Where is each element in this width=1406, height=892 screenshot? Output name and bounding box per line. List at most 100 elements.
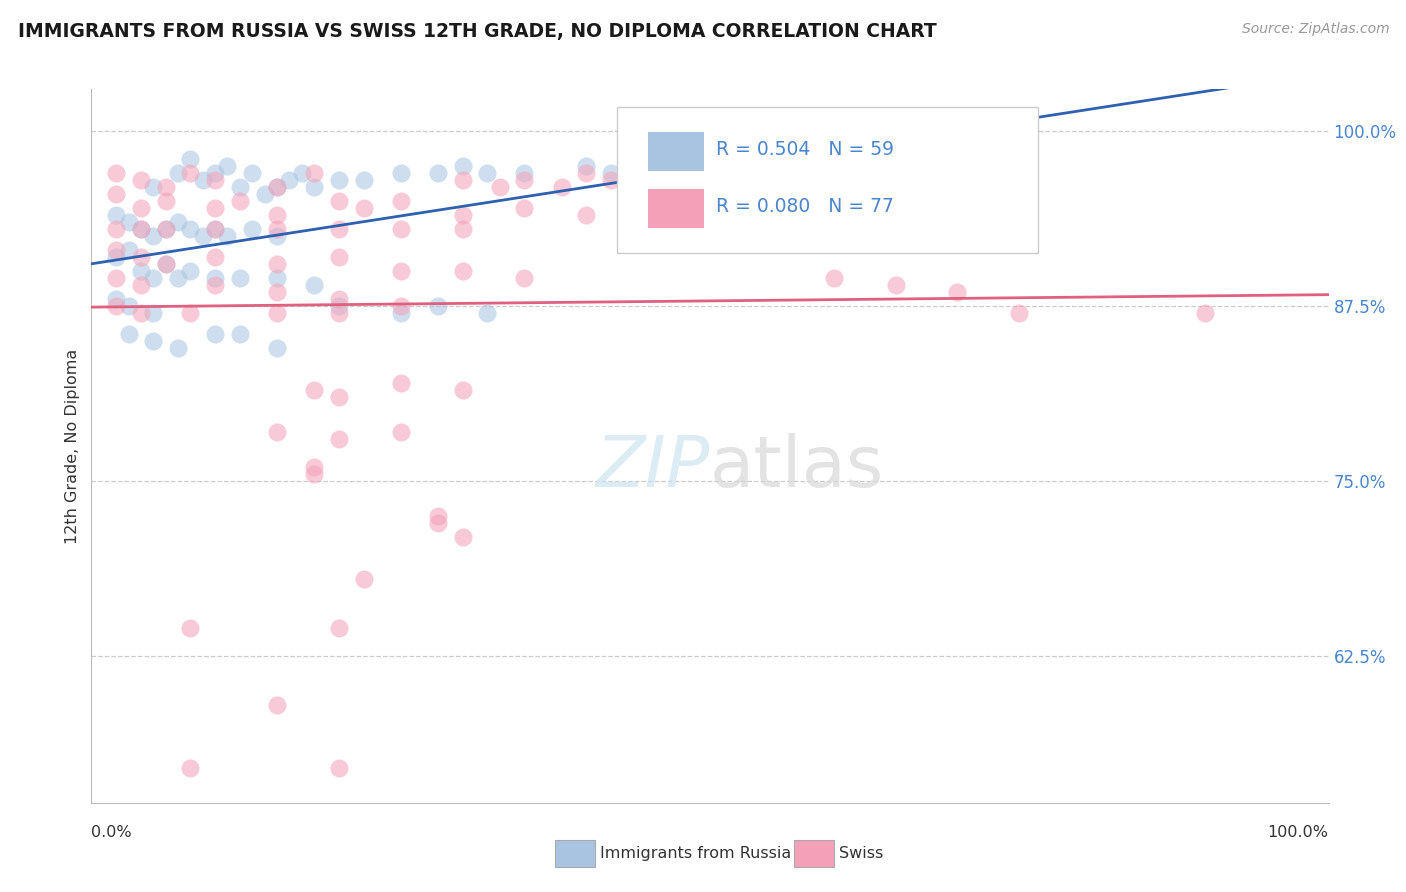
Point	[550, 180, 572, 194]
Point	[302, 180, 325, 194]
Point	[179, 621, 201, 635]
Point	[477, 166, 499, 180]
Point	[451, 173, 474, 187]
Point	[117, 299, 139, 313]
Text: Source: ZipAtlas.com: Source: ZipAtlas.com	[1241, 22, 1389, 37]
Point	[328, 173, 350, 187]
Point	[266, 180, 288, 194]
Point	[575, 159, 598, 173]
Point	[488, 180, 510, 194]
Point	[389, 299, 412, 313]
Point	[389, 425, 412, 439]
Point	[328, 306, 350, 320]
Text: Swiss: Swiss	[839, 847, 883, 861]
Point	[389, 222, 412, 236]
Point	[353, 201, 375, 215]
Point	[328, 292, 350, 306]
Point	[217, 229, 239, 244]
Point	[513, 173, 536, 187]
FancyBboxPatch shape	[648, 132, 704, 171]
Point	[389, 376, 412, 390]
Point	[266, 341, 288, 355]
Point	[229, 271, 252, 285]
Point	[229, 180, 252, 194]
Point	[389, 166, 412, 180]
Point	[217, 159, 239, 173]
Point	[204, 327, 226, 342]
Point	[1194, 306, 1216, 320]
Point	[117, 243, 139, 257]
Point	[105, 187, 128, 202]
Point	[129, 250, 152, 264]
Point	[328, 299, 350, 313]
Point	[302, 278, 325, 293]
Point	[204, 222, 226, 236]
Point	[451, 159, 474, 173]
Point	[266, 271, 288, 285]
Text: R = 0.080   N = 77: R = 0.080 N = 77	[716, 197, 894, 217]
Point	[105, 271, 128, 285]
Point	[155, 257, 177, 271]
Point	[278, 173, 301, 187]
Text: R = 0.504   N = 59: R = 0.504 N = 59	[716, 140, 894, 160]
Point	[426, 516, 449, 530]
Point	[266, 208, 288, 222]
Point	[155, 194, 177, 208]
Point	[129, 222, 152, 236]
Point	[129, 173, 152, 187]
Point	[328, 761, 350, 775]
Point	[600, 173, 623, 187]
Point	[823, 271, 845, 285]
Point	[117, 327, 139, 342]
Point	[451, 208, 474, 222]
Point	[884, 278, 907, 293]
Point	[179, 306, 201, 320]
Point	[142, 334, 165, 348]
Point	[105, 208, 128, 222]
Point	[105, 299, 128, 313]
Point	[142, 271, 165, 285]
Point	[191, 173, 214, 187]
Point	[291, 166, 314, 180]
Point	[266, 698, 288, 712]
Point	[1008, 306, 1031, 320]
Point	[328, 432, 350, 446]
Point	[266, 229, 288, 244]
Point	[240, 166, 263, 180]
Point	[253, 187, 276, 202]
Point	[353, 173, 375, 187]
Text: Immigrants from Russia: Immigrants from Russia	[600, 847, 792, 861]
Point	[266, 180, 288, 194]
Point	[179, 264, 201, 278]
Point	[105, 166, 128, 180]
Point	[426, 166, 449, 180]
Point	[167, 271, 190, 285]
Point	[204, 222, 226, 236]
Point	[302, 383, 325, 397]
Point	[129, 278, 152, 293]
Point	[328, 390, 350, 404]
Point	[389, 306, 412, 320]
Point	[155, 222, 177, 236]
Point	[142, 180, 165, 194]
Point	[142, 306, 165, 320]
Point	[328, 222, 350, 236]
Point	[513, 166, 536, 180]
FancyBboxPatch shape	[617, 107, 1038, 253]
Point	[302, 166, 325, 180]
Point	[426, 508, 449, 523]
Point	[353, 572, 375, 586]
Point	[229, 194, 252, 208]
Point	[229, 327, 252, 342]
Point	[513, 271, 536, 285]
Point	[513, 201, 536, 215]
Point	[129, 222, 152, 236]
Point	[240, 222, 263, 236]
Point	[129, 201, 152, 215]
Point	[575, 166, 598, 180]
Point	[451, 530, 474, 544]
Text: IMMIGRANTS FROM RUSSIA VS SWISS 12TH GRADE, NO DIPLOMA CORRELATION CHART: IMMIGRANTS FROM RUSSIA VS SWISS 12TH GRA…	[18, 22, 936, 41]
Point	[179, 222, 201, 236]
Point	[191, 229, 214, 244]
Point	[451, 383, 474, 397]
